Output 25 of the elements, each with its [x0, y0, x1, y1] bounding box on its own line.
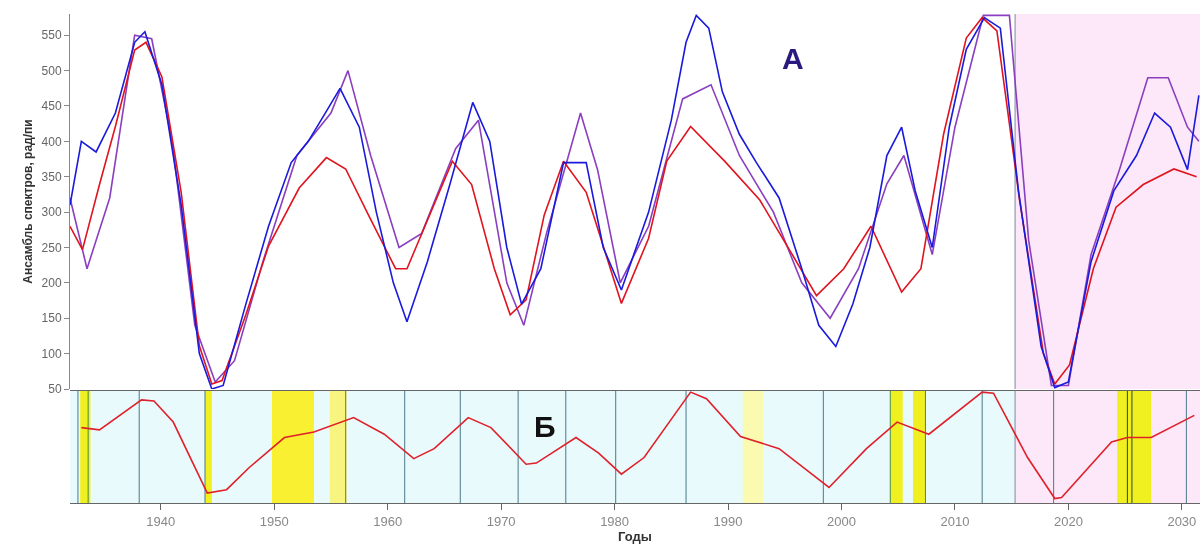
y-tick-label: 400 — [41, 134, 62, 149]
x-tick-label: 1990 — [713, 513, 743, 529]
y-tick-label: 150 — [41, 311, 62, 326]
x-tick-label: 2010 — [940, 513, 970, 529]
text: Б — [534, 410, 556, 443]
y-tick-label: 500 — [41, 63, 62, 78]
x-tick-label: 2030 — [1167, 513, 1197, 529]
x-tick-label: 1970 — [486, 513, 516, 529]
x-tick-label: 1940 — [146, 513, 176, 529]
y-tick-label: 300 — [41, 205, 62, 220]
x-tick-label: 2000 — [827, 513, 856, 529]
y-axis-title: Ансамбль спектров, рад/пи — [20, 119, 35, 284]
y-tick-label: 100 — [41, 346, 62, 361]
y-tick-label: 50 — [48, 382, 62, 397]
y-tick-label: 550 — [41, 28, 62, 43]
y-tick-label: 350 — [41, 169, 62, 184]
x-tick-label: 2020 — [1053, 513, 1083, 529]
x-axis-title: Годы — [618, 528, 652, 544]
text: А — [782, 42, 804, 75]
x-tick-label: 1960 — [373, 513, 403, 529]
x-tick-label: 1980 — [600, 513, 630, 529]
x-tick-label: 1950 — [259, 513, 289, 529]
y-tick-label: 450 — [41, 99, 62, 114]
y-tick-label: 250 — [41, 240, 62, 255]
y-tick-label: 200 — [41, 276, 62, 291]
